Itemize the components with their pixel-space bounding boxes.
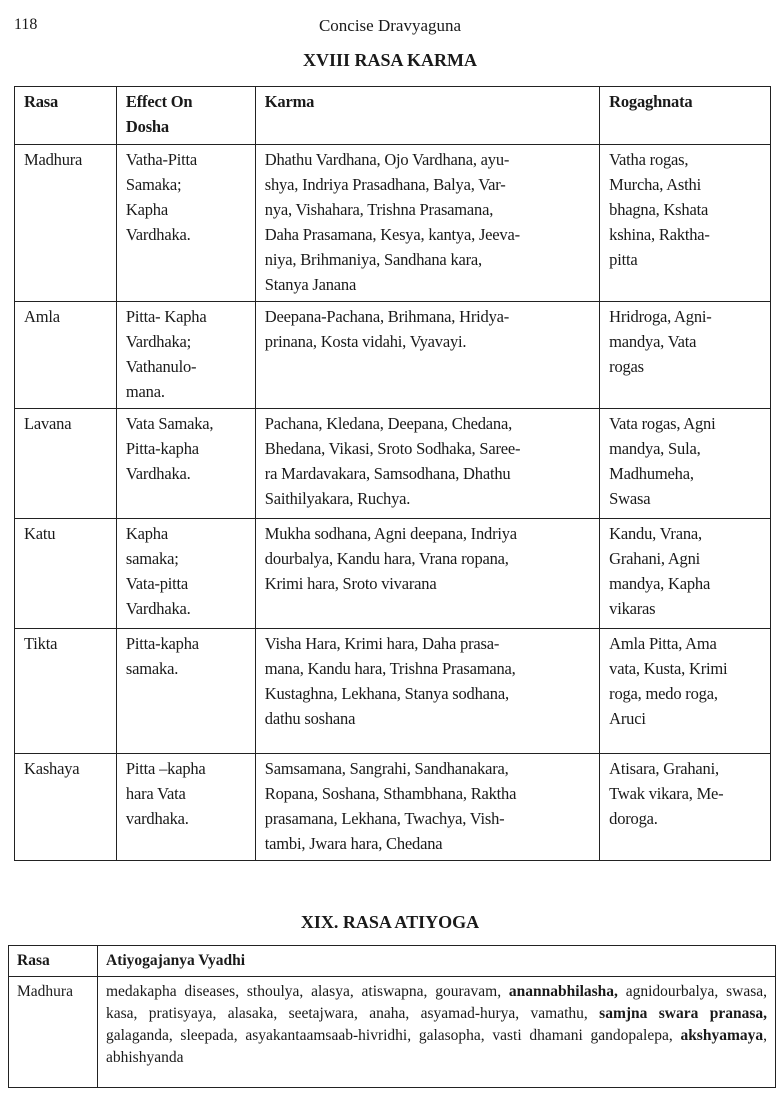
table-row: Madhura medakapha diseases, sthoulya, al… — [8, 976, 776, 1088]
rasa-cell: Tikta — [14, 628, 117, 754]
column-header: Karma — [254, 86, 601, 145]
karma-cell: Dhathu Vardhana, Ojo Vardhana, ayu- shya… — [254, 144, 601, 302]
page-number: 118 — [14, 16, 38, 33]
rogaghnata-cell: Vatha rogas, Murcha, Asthi bhagna, Kshat… — [599, 144, 771, 302]
dosha-cell: Kapha samaka; Vata-pitta Vardhaka. — [115, 518, 256, 629]
dosha-cell: Pitta-kapha samaka. — [115, 628, 256, 754]
table2-title: XIX. RASA ATIYOGA — [300, 912, 480, 932]
table-row: Katu Kapha samaka; Vata-pitta Vardhaka. … — [14, 518, 771, 629]
karma-cell: Mukha sodhana, Agni deepana, Indriya dou… — [254, 518, 601, 629]
running-title: Concise Dravyaguna — [318, 16, 462, 35]
column-header: Rogaghnata — [599, 86, 771, 145]
column-header: Rasa — [14, 86, 117, 145]
dosha-cell: Vatha-Pitta Samaka; Kapha Vardhaka. — [115, 144, 256, 302]
rogaghnata-cell: Atisara, Grahani, Twak vikara, Me- dorog… — [599, 753, 771, 861]
karma-cell: Pachana, Kledana, Deepana, Chedana, Bhed… — [254, 408, 601, 519]
rasa-cell: Madhura — [8, 976, 98, 1088]
dosha-cell: Pitta- Kapha Vardhaka; Vathanulo- mana. — [115, 301, 256, 409]
text-segment: , abhishyanda — [106, 1027, 767, 1066]
rasa-cell: Kashaya — [14, 753, 117, 861]
table-header-row: Rasa Atiyogajanya Vyadhi — [8, 945, 776, 977]
karma-cell: Visha Hara, Krimi hara, Daha prasa- mana… — [254, 628, 601, 754]
rogaghnata-cell: Kandu, Vrana, Grahani, Agni mandya, Kaph… — [599, 518, 771, 629]
rasa-cell: Katu — [14, 518, 117, 629]
bold-text-segment: anannabhilasha, — [508, 983, 618, 1000]
column-header: Effect On Dosha — [115, 86, 256, 145]
rogaghnata-cell: Vata rogas, Agni mandya, Sula, Madhumeha… — [599, 408, 771, 519]
column-header: Rasa — [8, 945, 98, 977]
rogaghnata-cell: Amla Pitta, Ama vata, Kusta, Krimi roga,… — [599, 628, 771, 754]
rasa-cell: Madhura — [14, 144, 117, 302]
table-header-row: Rasa Effect On Dosha Karma Rogaghnata — [14, 86, 771, 145]
dosha-cell: Vata Samaka, Pitta-kapha Vardhaka. — [115, 408, 256, 519]
column-header: Atiyogajanya Vyadhi — [97, 945, 776, 977]
table-row: Tikta Pitta-kapha samaka. Visha Hara, Kr… — [14, 628, 771, 754]
text-segment: galaganda, sleepada, asyakantaamsaab-hiv… — [106, 1027, 681, 1044]
bold-text-segment: samjna swara pranasa, — [599, 1005, 768, 1022]
text-segment: medakapha diseases, sthoulya, alasya, at… — [106, 983, 509, 1000]
table-row: Lavana Vata Samaka, Pitta-kapha Vardhaka… — [14, 408, 771, 519]
rogaghnata-cell: Hridroga, Agni- mandya, Vata rogas — [599, 301, 771, 409]
rasa-cell: Lavana — [14, 408, 117, 519]
bold-text-segment: akshyamaya — [680, 1027, 764, 1044]
table1-title: XVIII RASA KARMA — [302, 50, 477, 70]
text-segment: agnidourbalya, swasa, kasa, pratisyaya, … — [106, 983, 767, 1022]
rasa-karma-table: Rasa Effect On Dosha Karma Rogaghnata Ma… — [14, 86, 771, 861]
karma-cell: Samsamana, Sangrahi, Sandhanakara, Ropan… — [254, 753, 601, 861]
vyadhi-cell: medakapha diseases, sthoulya, alasya, at… — [97, 976, 776, 1088]
karma-cell: Deepana-Pachana, Brihmana, Hridya- prina… — [254, 301, 601, 409]
rasa-cell: Amla — [14, 301, 117, 409]
table-row: Madhura Vatha-Pitta Samaka; Kapha Vardha… — [14, 144, 771, 302]
table-row: Amla Pitta- Kapha Vardhaka; Vathanulo- m… — [14, 301, 771, 409]
dosha-cell: Pitta –kapha hara Vata vardhaka. — [115, 753, 256, 861]
table-row: Kashaya Pitta –kapha hara Vata vardhaka.… — [14, 753, 771, 861]
rasa-atiyoga-table: Rasa Atiyogajanya Vyadhi Madhura medakap… — [8, 945, 776, 1088]
